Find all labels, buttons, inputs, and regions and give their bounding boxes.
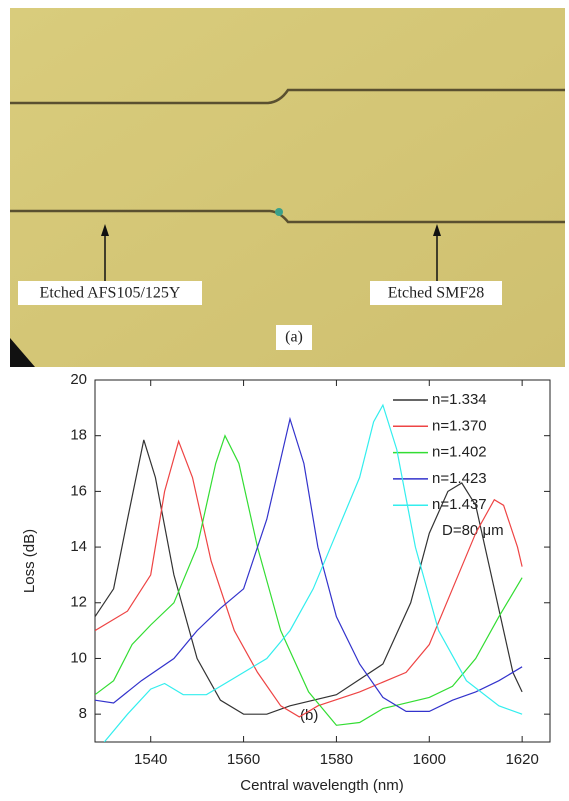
y-tick-label: 20: [70, 371, 87, 388]
x-tick-label: 1580: [320, 751, 353, 768]
y-tick-label: 18: [70, 427, 87, 444]
legend-label: n=1.437: [432, 496, 487, 513]
legend-label: n=1.334: [432, 391, 487, 408]
y-tick-label: 8: [79, 705, 87, 722]
label-box: [18, 281, 202, 305]
x-axis-label: Central wavelength (nm): [240, 777, 403, 794]
splice-spot: [275, 208, 283, 216]
photo-caption: (a): [285, 329, 303, 346]
series-line: [103, 403, 523, 742]
corner-shadow: [10, 338, 35, 367]
series-line: [95, 416, 523, 712]
y-tick-label: 10: [70, 649, 87, 666]
arrow-head: [101, 224, 109, 236]
series-line: [95, 434, 523, 726]
label-box: [370, 281, 502, 305]
y-tick-label: 16: [70, 482, 87, 499]
label-box: [276, 325, 312, 350]
plot-frame: [94, 379, 551, 743]
x-tick-label: 1560: [227, 751, 260, 768]
legend-label: n=1.423: [432, 470, 487, 487]
annotation: (b): [300, 707, 318, 724]
y-tick-label: 14: [70, 538, 87, 555]
y-tick-label: 12: [70, 594, 87, 611]
x-tick-label: 1540: [134, 751, 167, 768]
legend-label: n=1.402: [432, 444, 487, 461]
legend-label: n=1.370: [432, 417, 487, 434]
x-tick-label: 1600: [413, 751, 446, 768]
fiber-edge: [10, 88, 565, 105]
series-line: [95, 439, 523, 715]
series-line: [95, 439, 523, 718]
photo-background: [10, 8, 565, 367]
arrow-head: [433, 224, 441, 236]
photo: Etched AFS105/125Y Etched SMF28 (a): [10, 8, 565, 367]
annotation: D=80 μm: [442, 522, 504, 539]
photo-label: Etched AFS105/125Y: [40, 285, 181, 302]
photo-label: Etched SMF28: [388, 285, 484, 302]
y-axis-label: Loss (dB): [21, 529, 38, 593]
x-tick-label: 1620: [505, 751, 538, 768]
